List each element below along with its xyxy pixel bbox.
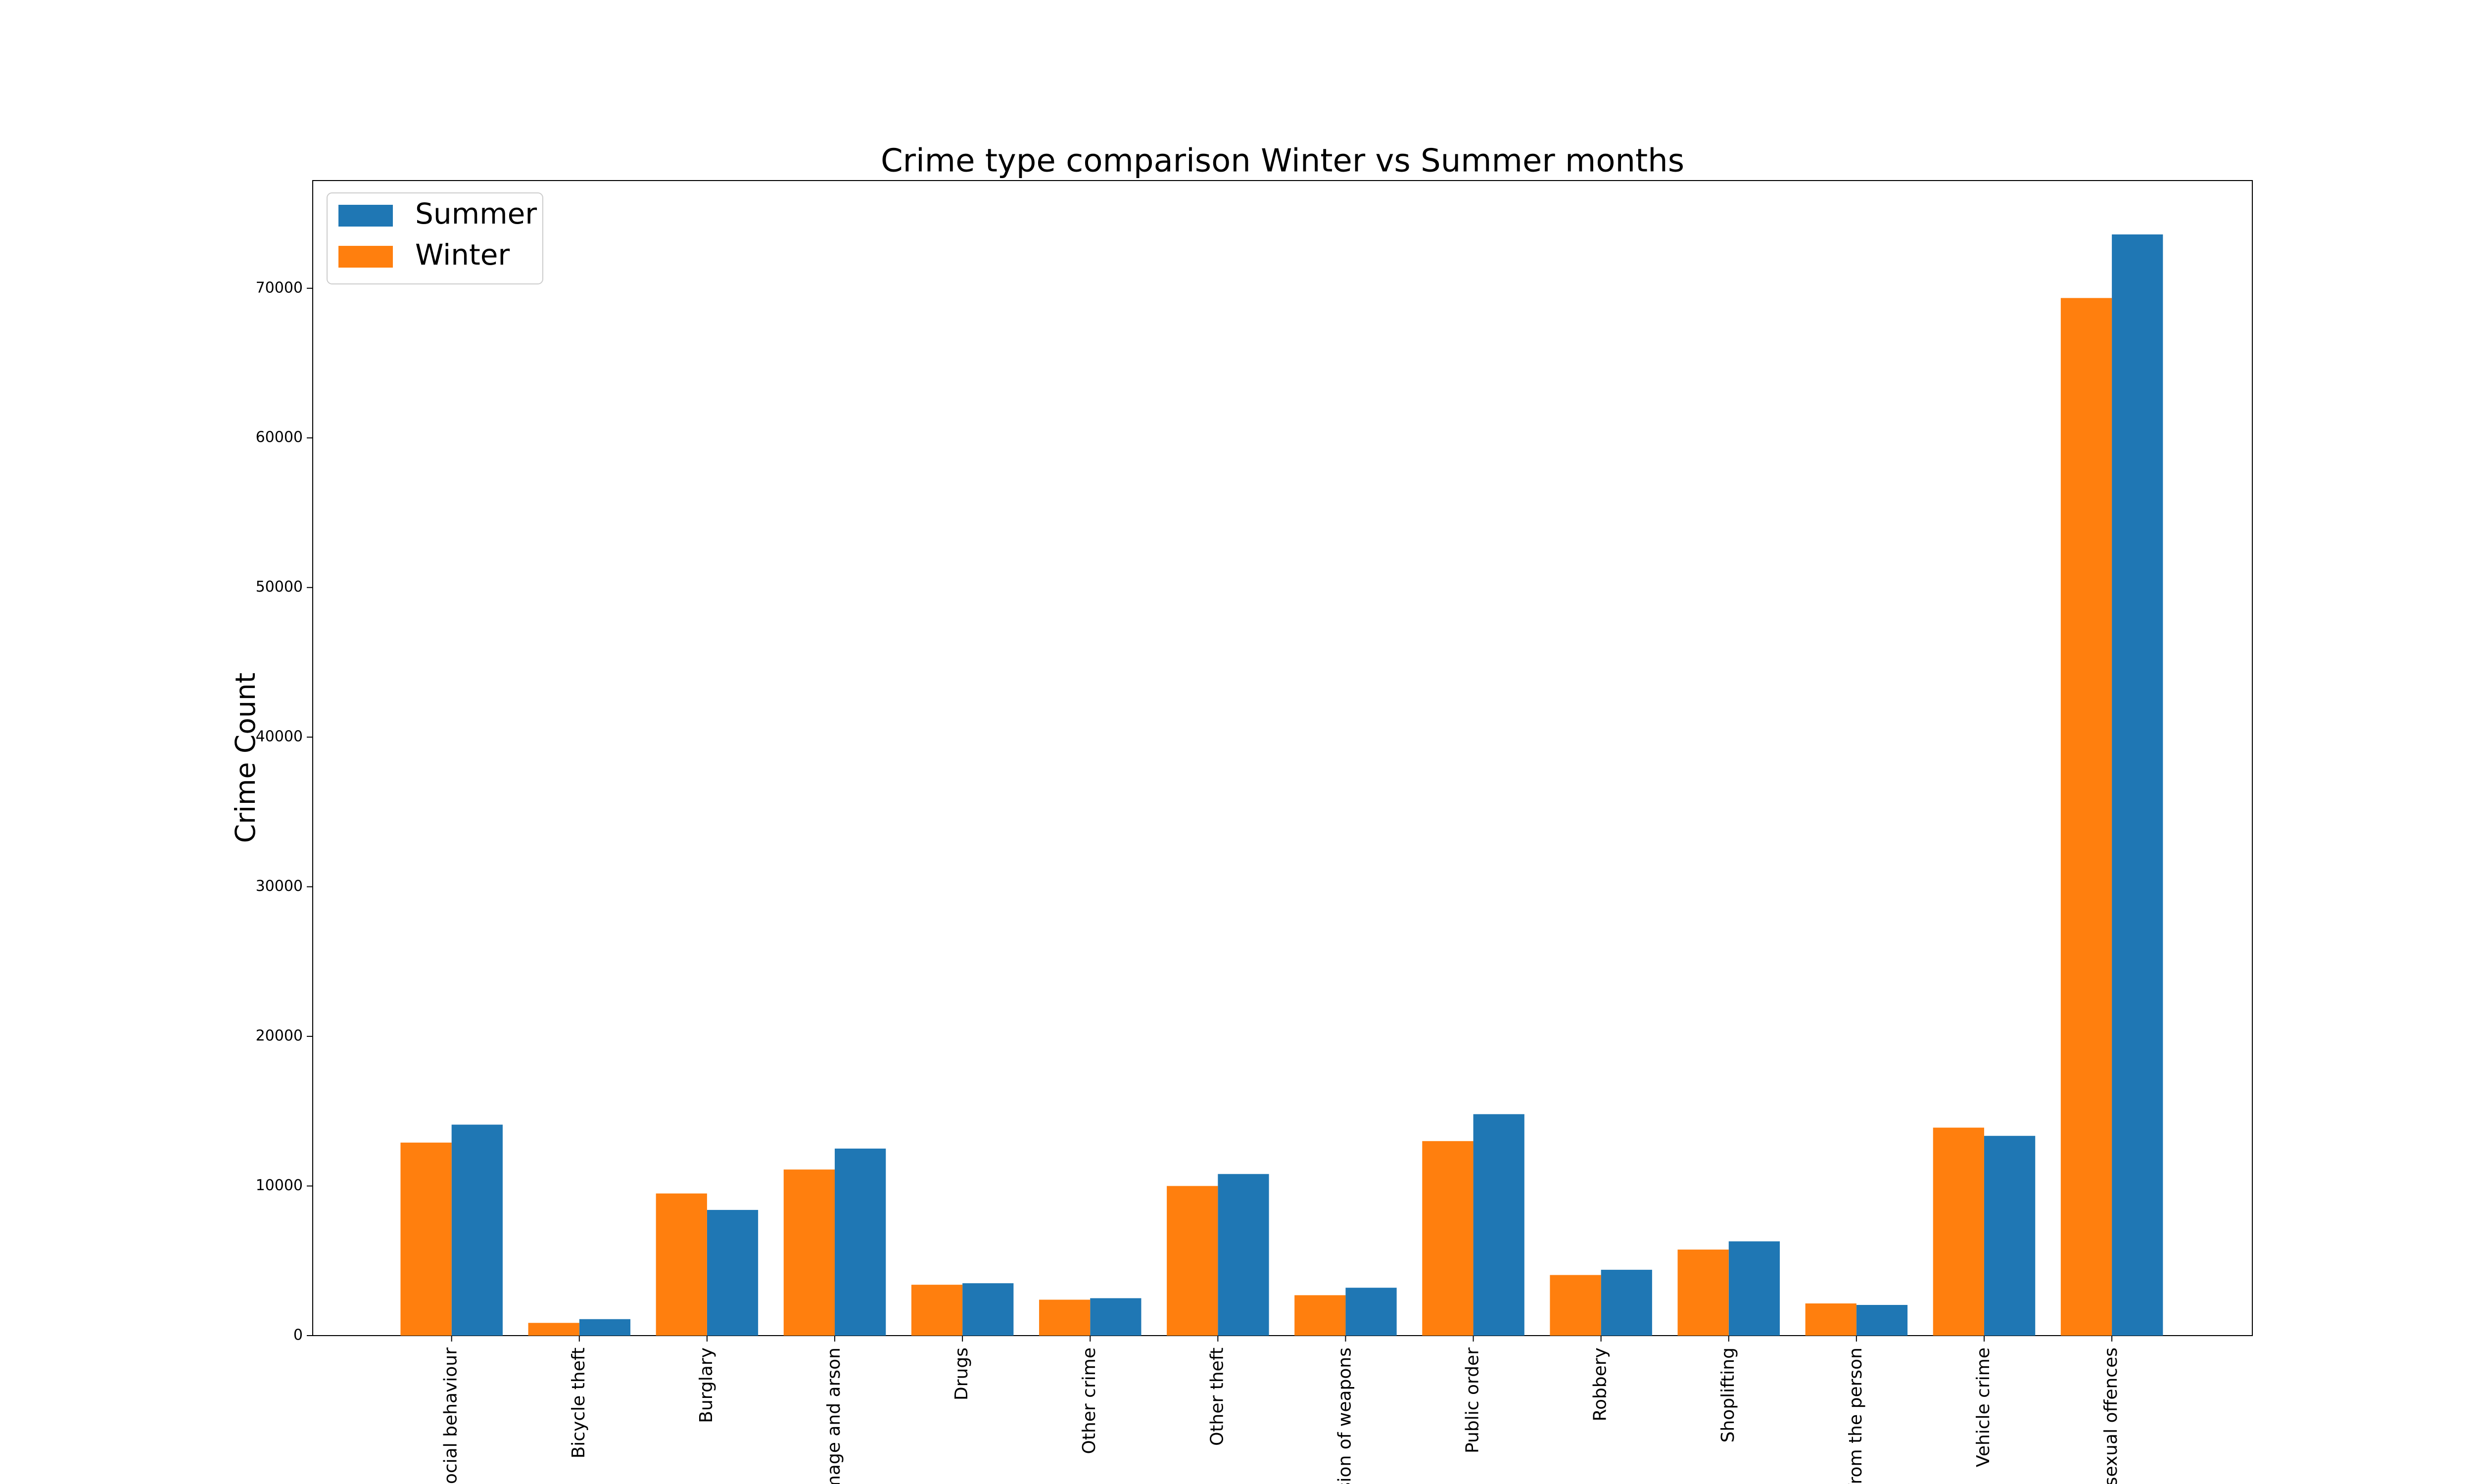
bar <box>962 1283 1014 1336</box>
bar <box>528 1323 579 1336</box>
y-tick-label: 30000 <box>256 878 303 895</box>
bar <box>579 1319 631 1336</box>
y-tick-label: 40000 <box>256 728 303 745</box>
chart-title: Crime type comparison Winter vs Summer m… <box>881 143 1684 180</box>
bar <box>707 1209 759 1336</box>
bar <box>1550 1275 1601 1336</box>
x-tick-label: Robbery <box>1590 1347 1611 1421</box>
bar <box>1728 1241 1780 1336</box>
bar <box>2112 234 2163 1336</box>
y-tick-label: 20000 <box>256 1027 303 1045</box>
bar <box>451 1124 503 1336</box>
x-tick-label: ti-social behaviour <box>441 1347 461 1484</box>
bar <box>1805 1303 1856 1336</box>
legend-label: Summer <box>415 197 537 231</box>
bar <box>783 1169 835 1336</box>
legend-label: Winter <box>415 238 510 272</box>
bar <box>1933 1127 1984 1336</box>
y-axis-label: Crime Count <box>230 673 261 843</box>
x-tick-label: ession of weapons <box>1334 1347 1355 1484</box>
y-tick-label: 50000 <box>256 578 303 596</box>
x-tick-label: Burglary <box>696 1347 716 1423</box>
bar <box>656 1193 707 1336</box>
y-tick-label: 70000 <box>256 279 303 296</box>
bar <box>1473 1114 1524 1336</box>
bar <box>1856 1304 1908 1336</box>
bar <box>911 1285 963 1336</box>
y-tick-label: 0 <box>293 1327 303 1344</box>
bar <box>1422 1141 1474 1336</box>
bar <box>1294 1295 1346 1336</box>
bar <box>400 1142 452 1336</box>
x-tick-label: Other crime <box>1079 1347 1099 1454</box>
plot-area <box>312 180 2253 1336</box>
x-tick-label: Bicycle theft <box>569 1347 589 1458</box>
bar <box>1039 1299 1091 1336</box>
x-tick-label: Other theft <box>1207 1347 1227 1446</box>
y-tick-label: 10000 <box>256 1177 303 1194</box>
bar <box>1677 1250 1729 1336</box>
x-tick-label: nd sexual offences <box>2101 1347 2121 1484</box>
x-tick-label: Shoplifting <box>1718 1347 1738 1442</box>
bar <box>1601 1269 1652 1336</box>
x-tick-label: Drugs <box>952 1347 972 1400</box>
x-tick-label: Public order <box>1463 1347 1483 1453</box>
x-tick-label: damage and arson <box>824 1347 844 1484</box>
y-tick-label: 60000 <box>256 429 303 446</box>
legend-swatch <box>338 246 393 268</box>
bar <box>835 1148 886 1336</box>
bar <box>1167 1186 1218 1336</box>
bar <box>2060 298 2112 1336</box>
bar <box>1218 1174 1269 1336</box>
bar <box>1345 1288 1397 1336</box>
x-tick-label: Vehicle crime <box>1973 1347 1994 1467</box>
bar <box>1984 1136 2036 1336</box>
x-tick-label: ft from the person <box>1846 1347 1866 1484</box>
legend-swatch <box>338 205 393 227</box>
bar <box>1090 1298 1142 1336</box>
